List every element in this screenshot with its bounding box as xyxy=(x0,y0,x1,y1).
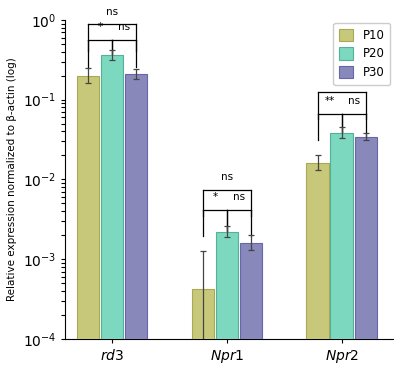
Text: **: ** xyxy=(324,96,335,106)
Text: *: * xyxy=(98,22,102,32)
Bar xyxy=(306,163,329,372)
Bar xyxy=(77,76,99,372)
Bar xyxy=(330,133,353,372)
Text: ns: ns xyxy=(348,96,360,106)
Bar xyxy=(216,232,238,372)
Bar xyxy=(240,243,262,372)
Text: ns: ns xyxy=(233,192,245,202)
Legend: P10, P20, P30: P10, P20, P30 xyxy=(333,23,390,85)
Bar xyxy=(192,289,214,372)
Y-axis label: Relative expression normalized to β-actin (log): Relative expression normalized to β-acti… xyxy=(7,58,17,301)
Text: ns: ns xyxy=(106,7,118,17)
Bar xyxy=(125,74,147,372)
Text: ns: ns xyxy=(221,172,233,182)
Bar xyxy=(354,137,377,372)
Text: ns: ns xyxy=(118,22,130,32)
Text: *: * xyxy=(212,192,217,202)
Bar xyxy=(101,55,123,372)
Text: ***: *** xyxy=(334,74,349,84)
